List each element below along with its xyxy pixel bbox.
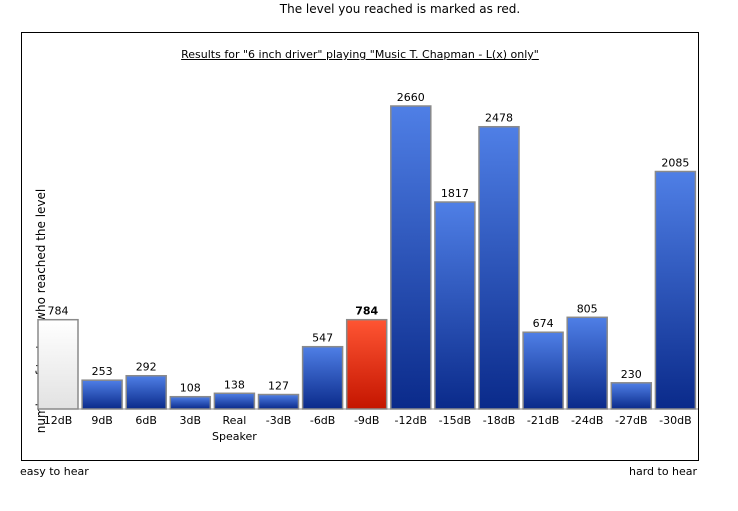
bar-18db (478, 125, 520, 410)
category-label-6db: 6dB (135, 414, 157, 427)
easy-to-hear-label: easy to hear (20, 465, 89, 478)
category-label-18db: -18dB (483, 414, 516, 427)
value-label-21db: 674 (533, 317, 554, 330)
chart-title: Results for "6 inch driver" playing "Mus… (181, 48, 539, 61)
chart-frame: Results for "6 inch driver" playing "Mus… (21, 32, 699, 461)
bar-21db (522, 331, 564, 410)
category-label-12db: 12dB (44, 414, 73, 427)
category-label-9db: 9dB (91, 414, 113, 427)
value-label-9db: 784 (355, 305, 378, 318)
category-label-6db: -6dB (310, 414, 336, 427)
category-label-24db: -24dB (571, 414, 604, 427)
bar-9db (81, 379, 123, 410)
bar-30db (654, 170, 697, 410)
bar-24db (566, 316, 608, 410)
category-label-real-speaker-1: Real (223, 414, 247, 427)
value-label-12db: 784 (48, 305, 69, 318)
top-note: The level you reached is marked as red. (279, 2, 521, 16)
hard-to-hear-label: hard to hear (629, 465, 698, 478)
value-label-18db: 2478 (485, 112, 513, 125)
value-label-30db: 2085 (661, 156, 689, 169)
value-label-real-speaker: 138 (224, 378, 245, 391)
bar-6db (125, 374, 167, 410)
bar-15db (434, 201, 476, 410)
value-label-6db: 547 (312, 332, 333, 345)
bar-27db (610, 382, 653, 410)
value-label-12db: 2660 (397, 91, 425, 104)
bar-12db (37, 318, 79, 410)
category-label-30db: -30dB (659, 414, 692, 427)
value-label-6db: 292 (136, 361, 157, 374)
category-label-9db: -9dB (354, 414, 380, 427)
category-label-27db: -27dB (615, 414, 648, 427)
value-label-3db: 127 (268, 380, 289, 393)
bar-12db (390, 105, 432, 410)
bar-real-speaker (213, 392, 256, 410)
category-label-15db: -15dB (439, 414, 472, 427)
bar-plot: 784 253 292 108 138 127 547 784 2660 1817 2478 674 8… (37, 91, 698, 443)
bar-3db (169, 395, 212, 410)
category-label-21db: -21dB (527, 414, 560, 427)
category-label-3db: 3dB (180, 414, 202, 427)
category-label-real-speaker-2: Speaker (212, 430, 257, 443)
value-label-27db: 230 (621, 368, 642, 381)
bar-6db (301, 345, 344, 410)
bar-3db (257, 393, 300, 410)
value-label-15db: 1817 (441, 187, 469, 200)
bar-9db (345, 318, 388, 410)
value-label-3db: 108 (180, 382, 201, 395)
category-label-12db: -12dB (395, 414, 428, 427)
category-label-3db: -3dB (266, 414, 292, 427)
value-label-9db: 253 (92, 365, 113, 378)
value-label-24db: 805 (577, 302, 598, 315)
